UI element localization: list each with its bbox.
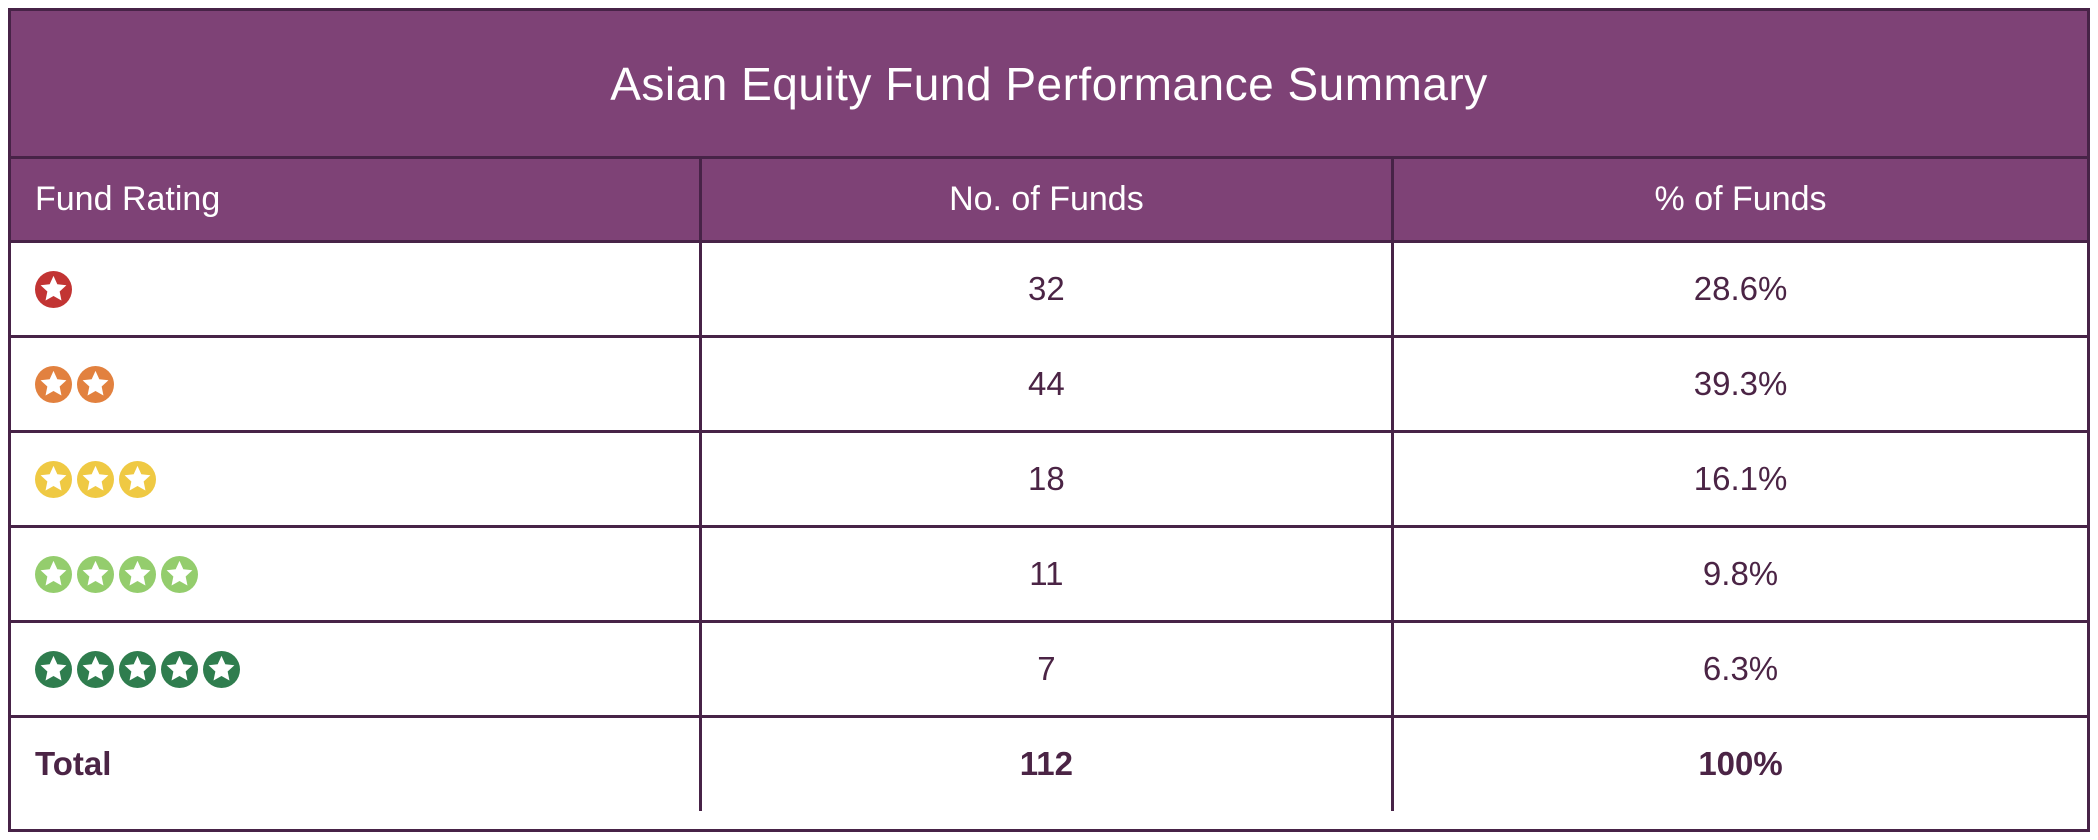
rating-cell: [11, 334, 702, 433]
star-rating: [35, 271, 72, 309]
star-rating: [35, 651, 240, 689]
table-row: 7 6.3%: [11, 619, 2087, 718]
total-label-cell: Total: [11, 714, 702, 811]
funds-cell: 32: [698, 239, 1395, 338]
table-row: 44 39.3%: [11, 334, 2087, 433]
star-rating: [35, 366, 114, 404]
funds-cell: 18: [698, 429, 1395, 528]
star-icon: [161, 556, 198, 594]
total-pct-cell: 100%: [1391, 714, 2087, 811]
table-title: Asian Equity Fund Performance Summary: [11, 11, 2087, 159]
pct-cell: 28.6%: [1391, 239, 2087, 338]
star-icon: [161, 651, 198, 689]
star-icon: [77, 556, 114, 594]
table-row: 11 9.8%: [11, 524, 2087, 623]
rating-cell: [11, 429, 702, 528]
star-rating: [35, 556, 198, 594]
star-icon: [35, 271, 72, 309]
summary-table: Fund Rating No. of Funds % of Funds 32 2…: [11, 159, 2087, 811]
column-header-pct-of-funds: % of Funds: [1391, 159, 2087, 243]
rating-cell: [11, 524, 702, 623]
fund-performance-table: Asian Equity Fund Performance Summary Fu…: [8, 8, 2090, 832]
funds-cell: 44: [698, 334, 1395, 433]
total-row: Total 112 100%: [11, 714, 2087, 811]
rating-cell: [11, 239, 702, 338]
funds-cell: 7: [698, 619, 1395, 718]
column-header-no-of-funds: No. of Funds: [698, 159, 1395, 243]
pct-cell: 16.1%: [1391, 429, 2087, 528]
header-row: Fund Rating No. of Funds % of Funds: [11, 159, 2087, 243]
star-rating: [35, 461, 156, 499]
table-row: 18 16.1%: [11, 429, 2087, 528]
star-icon: [119, 556, 156, 594]
rating-cell: [11, 619, 702, 718]
table-row: 32 28.6%: [11, 239, 2087, 338]
column-header-fund-rating: Fund Rating: [11, 159, 702, 243]
funds-cell: 11: [698, 524, 1395, 623]
total-funds-cell: 112: [698, 714, 1395, 811]
pct-cell: 9.8%: [1391, 524, 2087, 623]
star-icon: [203, 651, 240, 689]
star-icon: [119, 461, 156, 499]
star-icon: [119, 651, 156, 689]
star-icon: [35, 461, 72, 499]
pct-cell: 6.3%: [1391, 619, 2087, 718]
star-icon: [77, 651, 114, 689]
star-icon: [77, 366, 114, 404]
star-icon: [35, 651, 72, 689]
star-icon: [77, 461, 114, 499]
pct-cell: 39.3%: [1391, 334, 2087, 433]
star-icon: [35, 366, 72, 404]
star-icon: [35, 556, 72, 594]
